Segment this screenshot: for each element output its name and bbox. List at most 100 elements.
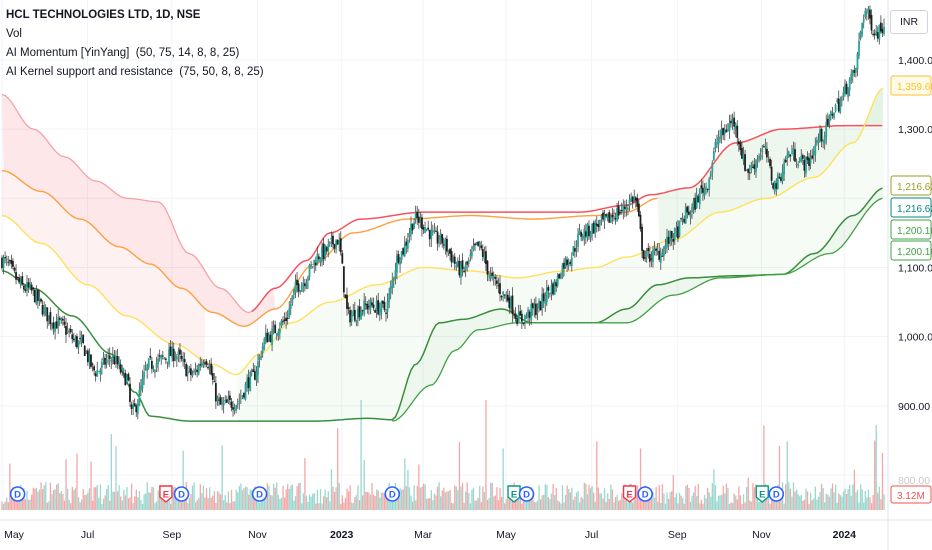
price-axis[interactable]: 1,400.00 1,300.00 1,100.00 1,000.00 900.00 1,… <box>890 55 932 504</box>
candle-body <box>200 361 203 367</box>
candle-body <box>97 371 100 373</box>
volume-bar <box>307 501 309 510</box>
candle-body <box>24 289 27 291</box>
volume-bar <box>355 495 358 510</box>
candle-body <box>758 156 761 160</box>
candle-body <box>819 129 821 141</box>
volume-bar <box>127 498 130 510</box>
earnings-marker[interactable]: E <box>507 485 521 503</box>
vol-indicator-label[interactable]: Vol <box>6 28 22 40</box>
candle-body <box>141 377 144 389</box>
volume-bar <box>226 502 228 510</box>
candle-body <box>406 239 409 249</box>
volume-bar <box>591 485 593 510</box>
candle-body <box>533 305 536 310</box>
dividend-marker[interactable]: D <box>9 486 26 502</box>
candle-body <box>188 367 191 369</box>
dividend-marker[interactable]: D <box>384 486 401 502</box>
volume-bar <box>4 501 6 510</box>
candle-body <box>314 262 317 266</box>
time-axis[interactable]: May Jul Sep Nov 2023 Mar May Jul Sep Nov 2024 <box>4 529 856 541</box>
volume-bar <box>397 497 400 510</box>
candle-body <box>627 208 629 210</box>
volume-bar <box>362 495 364 510</box>
candle-body <box>338 239 341 245</box>
candle-body <box>435 230 437 232</box>
candle-body <box>389 286 392 294</box>
volume-bar <box>546 485 548 510</box>
volume-bar <box>524 494 526 510</box>
volume-bar <box>193 482 195 510</box>
candle-body <box>353 309 356 321</box>
candle-body <box>586 224 589 238</box>
candle-body <box>817 140 820 143</box>
candle-body <box>659 252 662 263</box>
volume-bar <box>82 489 84 510</box>
candle-body <box>30 284 33 291</box>
candle-body <box>783 162 785 175</box>
volume-badge-box <box>890 485 932 504</box>
marker-circle <box>251 486 268 502</box>
candle-body <box>177 351 180 355</box>
x-tick-label: 2023 <box>330 529 354 541</box>
dividend-marker[interactable]: D <box>518 486 535 502</box>
candle-body <box>68 332 71 334</box>
volume-bar <box>419 487 422 510</box>
candle-body <box>673 228 676 240</box>
volume-bar <box>298 483 300 510</box>
price-badge-text: 1,200.16 <box>897 226 932 237</box>
dividend-marker[interactable]: D <box>768 486 785 502</box>
momentum-indicator-label[interactable]: AI Momentum [YinYang] <box>6 47 130 59</box>
candle-body <box>367 306 370 308</box>
volume-bar <box>516 495 518 510</box>
earnings-marker[interactable]: E <box>755 485 769 503</box>
earnings-marker[interactable]: E <box>159 485 173 503</box>
candle-body <box>633 196 636 201</box>
volume-bar <box>301 503 303 510</box>
volume-bar <box>471 489 473 510</box>
volume-bar <box>105 488 108 510</box>
candle-body <box>229 395 231 400</box>
candle-body <box>869 9 871 19</box>
dividend-marker[interactable]: D <box>251 486 268 502</box>
volume-bar <box>57 483 59 510</box>
marker-shape <box>622 485 637 503</box>
candle-body <box>32 287 35 290</box>
volume-bar <box>669 492 671 510</box>
kernel-indicator-label[interactable]: AI Kernel support and resistance <box>6 66 173 78</box>
candle-body <box>848 79 851 91</box>
volume-bar <box>155 501 158 510</box>
candle-body <box>428 230 431 240</box>
candle-body <box>253 371 256 380</box>
volume-bar <box>825 493 827 510</box>
dividend-marker[interactable]: D <box>173 486 190 502</box>
dividend-marker[interactable]: D <box>637 486 653 502</box>
volume-bar <box>432 500 434 510</box>
volume-bar <box>29 499 31 510</box>
symbol-title[interactable]: HCL TECHNOLOGIES LTD, 1D, NSE <box>6 9 201 21</box>
volume-bar <box>705 498 707 510</box>
volume-bar <box>215 502 217 510</box>
volume-bar <box>472 487 475 510</box>
candle-body <box>381 300 384 304</box>
volume-bar <box>363 460 365 510</box>
volume-bar <box>224 495 226 510</box>
candle-body <box>864 10 867 17</box>
currency-button[interactable]: INR <box>890 10 928 34</box>
chart-legend: HCL TECHNOLOGIES LTD, 1D, NSE Vol AI Mom… <box>6 6 264 82</box>
candle-body <box>260 356 263 358</box>
candle-body <box>303 283 306 287</box>
volume-bar <box>618 500 620 510</box>
candle-body <box>711 162 714 173</box>
volume-bar <box>752 483 754 510</box>
candle-body <box>514 313 517 319</box>
volume-bar <box>199 484 201 510</box>
volume-bar <box>227 491 230 510</box>
earnings-marker[interactable]: E <box>622 485 637 503</box>
candle-body <box>227 398 230 402</box>
candle-body <box>616 208 618 221</box>
volume-bar <box>792 482 795 510</box>
candle-body <box>698 188 701 205</box>
